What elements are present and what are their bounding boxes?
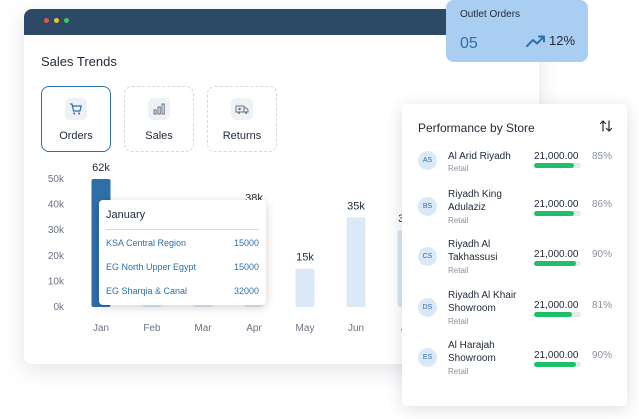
store-avatar: DS (418, 298, 437, 317)
truck-return-icon (231, 98, 253, 120)
store-amount: 21,000.00 (534, 249, 579, 260)
maximize-window-dot[interactable] (64, 18, 69, 23)
store-avatar: AS (418, 151, 437, 170)
store-name: Riyadh Al Takhassusi (448, 239, 498, 263)
store-avatar: BS (418, 197, 437, 216)
store-amount: 21,000.00 (534, 199, 579, 210)
store-name: Riyadh Al Khair Showroom (448, 290, 517, 314)
y-axis-tick-label: 0k (53, 302, 65, 313)
tab-returns[interactable]: Returns (207, 86, 277, 152)
tooltip-row: EG Sharqia & Canal 32000 (106, 286, 259, 300)
store-percent: 90% (592, 350, 613, 361)
store-percent: 86% (592, 199, 613, 210)
chart-tooltip: January KSA Central Region 15000 EG Nort… (99, 200, 266, 305)
tooltip-row-label: KSA Central Region (106, 238, 187, 248)
store-progress-fill (534, 211, 575, 216)
store-name: Riyadh King Adulaziz (448, 189, 502, 213)
store-progress-bar (534, 211, 581, 216)
close-window-dot[interactable] (44, 18, 49, 23)
store-progress-bar (534, 261, 581, 266)
store-type: Retail (448, 266, 469, 275)
store-row[interactable]: BS Riyadh King Adulaziz Retail 21,000.00… (402, 188, 627, 234)
performance-title: Performance by Store (418, 121, 535, 135)
sort-icon[interactable] (599, 119, 613, 133)
outlet-orders-trend: 12% (526, 33, 575, 48)
y-axis-tick-label: 30k (48, 225, 65, 236)
store-percent: 81% (592, 300, 613, 311)
store-avatar: CS (418, 247, 437, 266)
y-axis-tick-label: 40k (48, 200, 65, 211)
outlet-orders-title: Outlet Orders (460, 9, 521, 20)
store-row[interactable]: ES Al Harajah Showroom Retail 21,000.00 … (402, 339, 627, 385)
store-amount: 21,000.00 (534, 151, 579, 162)
store-amount: 21,000.00 (534, 350, 579, 361)
store-progress-fill (534, 312, 573, 317)
sales-trends-title: Sales Trends (41, 54, 117, 69)
store-type: Retail (448, 317, 469, 326)
store-type: Retail (448, 164, 469, 173)
outlet-orders-change: 12% (549, 33, 576, 48)
x-axis-tick-label: Mar (194, 323, 212, 334)
store-progress-bar (534, 362, 581, 367)
trend-up-icon (526, 35, 545, 47)
cart-icon (65, 98, 87, 120)
bar-value-label: 62k (92, 162, 110, 174)
tooltip-row-value: 15000 (233, 238, 259, 248)
performance-by-store-panel: Performance by Store AS Al Arid Riyadh R… (402, 104, 627, 406)
store-progress-bar (534, 312, 581, 317)
tooltip-title: January (106, 209, 146, 221)
store-row[interactable]: CS Riyadh Al Takhassusi Retail 21,000.00… (402, 238, 627, 284)
store-progress-bar (534, 163, 581, 168)
tooltip-row-value: 15000 (233, 262, 259, 272)
tooltip-divider (106, 229, 259, 230)
x-axis-tick-label: Jan (93, 323, 109, 334)
x-axis-tick-label: Feb (143, 323, 161, 334)
store-name: Al Harajah Showroom (448, 340, 496, 364)
tooltip-row: EG North Upper Egypt 15000 (106, 262, 259, 276)
store-percent: 90% (592, 249, 613, 260)
store-type: Retail (448, 216, 469, 225)
tab-orders-label: Orders (59, 130, 93, 142)
store-row[interactable]: AS Al Arid Riyadh Retail 21,000.00 85% (402, 150, 627, 196)
tab-orders[interactable]: Orders (41, 86, 111, 152)
tab-sales-label: Sales (145, 130, 173, 142)
y-axis-tick-label: 50k (48, 174, 65, 185)
tooltip-row-label: EG Sharqia & Canal (106, 286, 188, 296)
store-row[interactable]: DS Riyadh Al Khair Showroom Retail 21,00… (402, 289, 627, 335)
tab-sales[interactable]: Sales (124, 86, 194, 152)
minimize-window-dot[interactable] (54, 18, 59, 23)
tab-returns-label: Returns (222, 130, 262, 142)
tooltip-row-label: EG North Upper Egypt (106, 262, 197, 272)
x-axis-tick-label: Jun (348, 323, 364, 334)
store-progress-fill (534, 163, 574, 168)
y-axis-tick-label: 20k (48, 251, 65, 262)
chart-bar[interactable] (346, 217, 366, 307)
outlet-orders-count: 05 (460, 35, 478, 52)
chart-bar[interactable] (295, 268, 315, 307)
y-axis-tick-label: 10k (48, 276, 65, 287)
store-percent: 85% (592, 151, 613, 162)
tooltip-row-value: 32000 (233, 286, 259, 296)
x-axis-tick-label: May (296, 323, 315, 334)
bar-chart-icon (148, 98, 170, 120)
outlet-orders-card[interactable]: Outlet Orders 05 12% (446, 0, 588, 62)
bar-value-label: 15k (296, 252, 314, 264)
store-name: Al Arid Riyadh (448, 151, 511, 162)
store-type: Retail (448, 367, 469, 376)
store-avatar: ES (418, 348, 437, 367)
store-progress-fill (534, 261, 577, 266)
store-amount: 21,000.00 (534, 300, 579, 311)
tooltip-row: KSA Central Region 15000 (106, 238, 259, 252)
store-progress-fill (534, 362, 577, 367)
bar-value-label: 35k (347, 200, 365, 212)
x-axis-tick-label: Apr (246, 323, 262, 334)
